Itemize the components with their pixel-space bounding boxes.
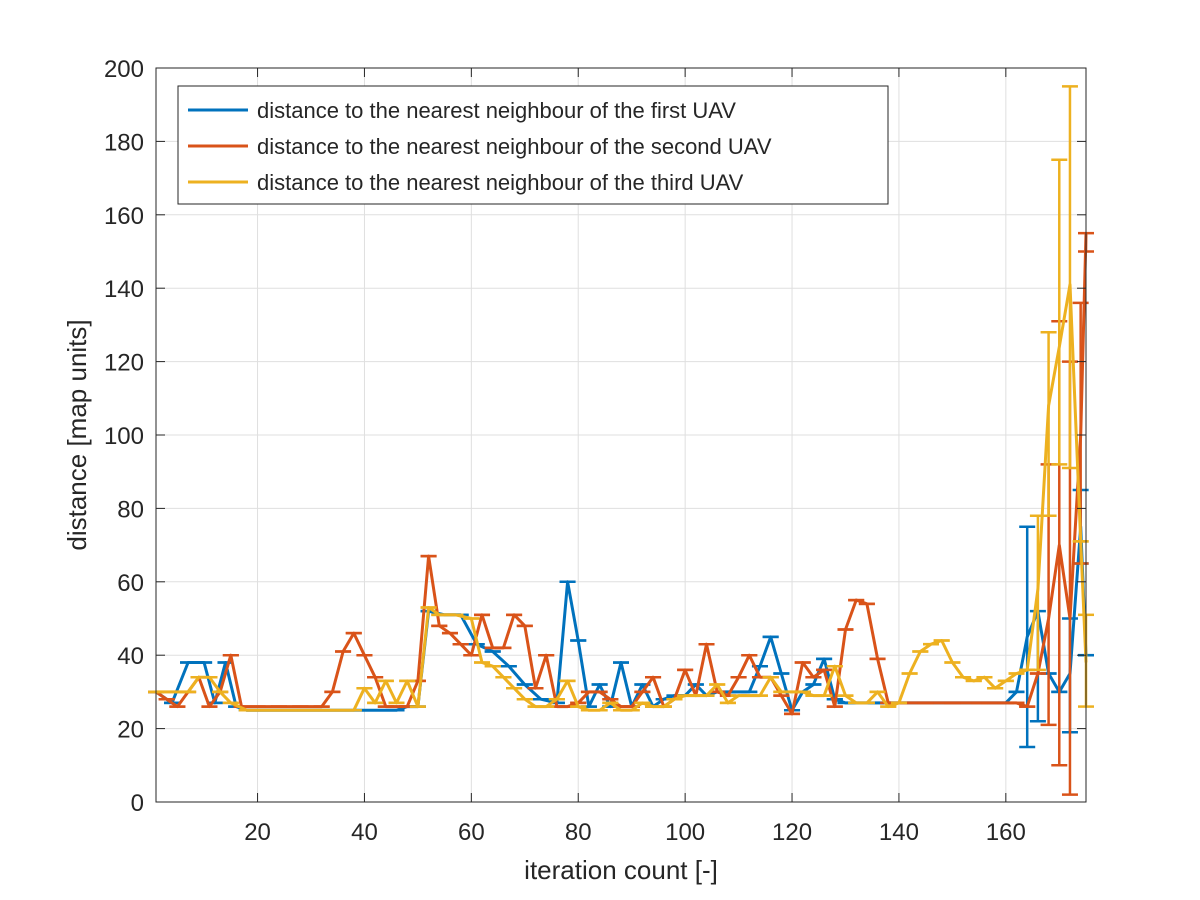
series-3 — [148, 85, 1094, 712]
legend: distance to the nearest neighbour of the… — [177, 85, 889, 205]
x-axis-label: iteration count [-] — [524, 855, 718, 885]
x-tick-label: 120 — [772, 819, 812, 846]
axis-ticks: 20 40 60 80 100 120 140 160 0 20 40 60 80 100 120 140 16… — [104, 56, 1086, 846]
x-tick-label: 160 — [986, 819, 1026, 846]
x-tick-label: 100 — [665, 819, 705, 846]
legend-label-first-uav: distance to the nearest neighbour of the… — [257, 98, 736, 123]
x-tick-label: 80 — [565, 819, 592, 846]
y-tick-label: 200 — [104, 56, 144, 83]
series-layer — [148, 85, 1094, 796]
error-bar — [1051, 158, 1068, 466]
error-bar — [1019, 525, 1036, 749]
y-tick-label: 180 — [104, 129, 144, 156]
legend-label-second-uav: distance to the nearest neighbour of the… — [257, 134, 772, 159]
y-tick-label: 160 — [104, 203, 144, 230]
error-bar — [1040, 330, 1057, 517]
y-tick-label: 120 — [104, 350, 144, 377]
error-bar — [1061, 85, 1078, 470]
y-axis-label: distance [map units] — [62, 319, 92, 550]
legend-box — [177, 85, 889, 205]
y-tick-label: 80 — [117, 496, 144, 523]
y-tick-label: 60 — [117, 570, 144, 597]
x-tick-label: 60 — [458, 819, 485, 846]
x-tick-label: 20 — [244, 819, 271, 846]
y-tick-label: 0 — [131, 790, 144, 817]
x-tick-label: 40 — [351, 819, 378, 846]
y-tick-label: 40 — [117, 643, 144, 670]
y-tick-label: 100 — [104, 423, 144, 450]
y-tick-label: 140 — [104, 276, 144, 303]
x-tick-label: 140 — [879, 819, 919, 846]
legend-label-third-uav: distance to the nearest neighbour of the… — [257, 170, 744, 195]
y-tick-label: 20 — [117, 717, 144, 744]
